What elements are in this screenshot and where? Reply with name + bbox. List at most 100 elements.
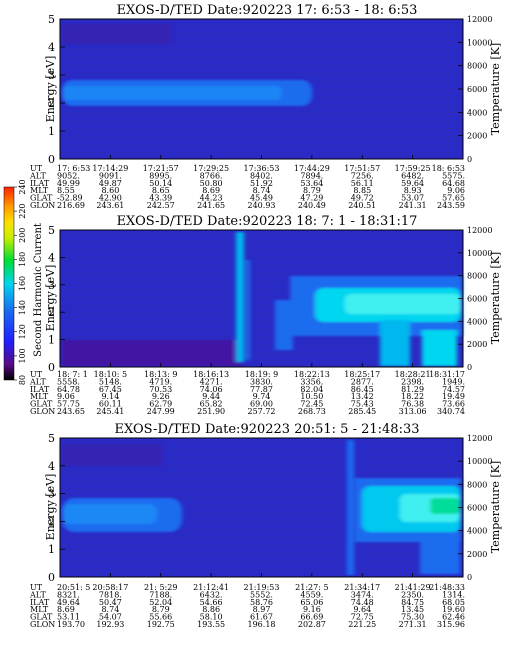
- orbit-table-cell: 21:41:29: [395, 583, 431, 592]
- orbit-table-cell: -52.89: [57, 194, 83, 203]
- orbit-table-cell: 18:31:17: [429, 370, 465, 379]
- orbit-row-label: GLAT: [30, 194, 53, 203]
- orbit-table-cell: 2877.: [351, 377, 374, 386]
- orbit-table-cell: 54.66: [200, 598, 223, 607]
- orbit-table-cell: 47.29: [300, 194, 323, 203]
- orbit-table-cell: 74.06: [200, 385, 223, 394]
- orbit-table-cell: 53.11: [57, 613, 80, 622]
- orbit-table-cell: 21:27: 5: [295, 583, 328, 592]
- panel-2-ylabel: Energy [eV]: [44, 265, 57, 332]
- orbit-row-label: MLT: [30, 605, 49, 614]
- panel-2: EXOS-D/TED Date:920223 18: 7: 1 - 18:31:…: [29, 214, 502, 416]
- y2tick-label: 6000: [467, 85, 487, 94]
- orbit-table-cell: 75.30: [401, 613, 424, 622]
- orbit-table-cell: 68.05: [442, 598, 465, 607]
- orbit-table-cell: 50.14: [149, 179, 172, 188]
- orbit-table-cell: 315.96: [437, 620, 465, 629]
- orbit-row-label: GLON: [30, 201, 55, 210]
- y2tick-label: 8000: [467, 480, 487, 489]
- orbit-table-cell: 9.64: [353, 605, 371, 614]
- orbit-table-cell: 8.69: [202, 186, 220, 195]
- ytick-label: 5: [48, 432, 55, 445]
- orbit-table-cell: 8.60: [101, 186, 119, 195]
- orbit-table-cell: 3830.: [250, 377, 273, 386]
- orbit-table-cell: 19.60: [442, 605, 465, 614]
- orbit-table-cell: 50.47: [99, 598, 122, 607]
- orbit-row-label: UT: [30, 583, 43, 592]
- orbit-table-cell: 5558.: [57, 377, 80, 386]
- orbit-table-cell: 72.75: [351, 613, 374, 622]
- orbit-table-cell: 17: 6:53: [57, 164, 90, 173]
- colorbar-tick-label: 80: [18, 375, 27, 385]
- ytick-label: 5: [48, 224, 55, 237]
- orbit-table-cell: 9.16: [303, 605, 321, 614]
- orbit-table-cell: 81.29: [401, 385, 424, 394]
- colorbar-tick-label: 200: [18, 228, 27, 243]
- orbit-table-cell: 3356.: [300, 377, 323, 386]
- y2tick-label: 6000: [467, 504, 487, 513]
- orbit-table-cell: 65.82: [200, 400, 223, 409]
- orbit-table-cell: 202.87: [298, 620, 326, 629]
- orbit-table-cell: 8.79: [152, 605, 170, 614]
- orbit-table-cell: 241.65: [197, 201, 225, 210]
- orbit-table-cell: 9.74: [253, 392, 271, 401]
- y2tick-label: 2000: [467, 340, 487, 349]
- orbit-table-cell: 6432.: [200, 590, 223, 599]
- panel-3: EXOS-D/TED Date:920223 20:51: 5 - 21:48:…: [29, 422, 502, 629]
- orbit-table-cell: 9.26: [152, 392, 170, 401]
- orbit-table-cell: 18: 7: 1: [57, 370, 88, 379]
- panel-3-ylabel: Energy [eV]: [44, 474, 57, 541]
- orbit-table-cell: 50.80: [200, 179, 223, 188]
- orbit-table-cell: 67.45: [99, 385, 122, 394]
- orbit-table-cell: 56.11: [351, 179, 374, 188]
- orbit-table-cell: 6482.: [401, 171, 424, 180]
- orbit-row-label: GLAT: [30, 400, 53, 409]
- ytick-label: 4: [48, 41, 55, 54]
- orbit-table-cell: 49.64: [57, 598, 80, 607]
- orbit-table-cell: 8.85: [353, 186, 371, 195]
- orbit-table-cell: 20:58:17: [92, 583, 128, 592]
- panel-1-ylabel: Energy [eV]: [44, 56, 57, 123]
- orbit-table-cell: 69.00: [250, 400, 273, 409]
- orbit-table-cell: 17:29:25: [193, 164, 229, 173]
- ytick-label: 3: [48, 69, 55, 82]
- orbit-table-cell: 74.57: [442, 385, 465, 394]
- orbit-table-cell: 86.45: [351, 385, 374, 394]
- ytick-label: 1: [48, 125, 55, 138]
- ytick-label: 4: [48, 251, 55, 264]
- y2tick-label: 0: [467, 363, 472, 372]
- orbit-table-cell: 21: 5:29: [144, 583, 177, 592]
- orbit-table-cell: 268.73: [298, 407, 326, 416]
- orbit-table-cell: 8.69: [57, 605, 75, 614]
- orbit-table-cell: 64.78: [57, 385, 80, 394]
- orbit-table-cell: 62.79: [149, 400, 172, 409]
- orbit-table-cell: 9.06: [447, 186, 465, 195]
- orbit-table-cell: 17:14:29: [92, 164, 128, 173]
- orbit-row-label: ALT: [29, 377, 46, 386]
- orbit-row-label: ILAT: [30, 179, 50, 188]
- orbit-table-cell: 74.48: [351, 598, 374, 607]
- orbit-table-cell: 240.51: [348, 201, 376, 210]
- orbit-table-cell: 66.69: [300, 613, 323, 622]
- orbit-table-cell: 241.31: [399, 201, 427, 210]
- orbit-table-cell: 20:51: 5: [57, 583, 90, 592]
- orbit-table-cell: 17:21:57: [143, 164, 179, 173]
- orbit-table-cell: 8995.: [149, 171, 172, 180]
- orbit-table-cell: 9091.: [99, 171, 122, 180]
- y2tick-label: 12000: [467, 15, 492, 24]
- orbit-table-cell: 58.10: [200, 613, 223, 622]
- ytick-label: 2: [48, 97, 55, 110]
- panel-1-title: EXOS-D/TED Date:920223 17: 6:53 - 18: 6:…: [117, 3, 418, 18]
- y2tick-label: 4000: [467, 317, 487, 326]
- orbit-table-cell: 1314.: [442, 590, 465, 599]
- orbit-table-cell: 42.90: [99, 194, 122, 203]
- panel-3-title: EXOS-D/TED Date:920223 20:51: 5 - 21:48:…: [115, 422, 420, 437]
- orbit-table-cell: 82.04: [300, 385, 323, 394]
- orbit-table-cell: 192.93: [96, 620, 124, 629]
- ytick-label: 5: [48, 13, 55, 26]
- orbit-table-cell: 196.18: [248, 620, 276, 629]
- orbit-row-label: UT: [30, 370, 43, 379]
- orbit-table-cell: 7188.: [149, 590, 172, 599]
